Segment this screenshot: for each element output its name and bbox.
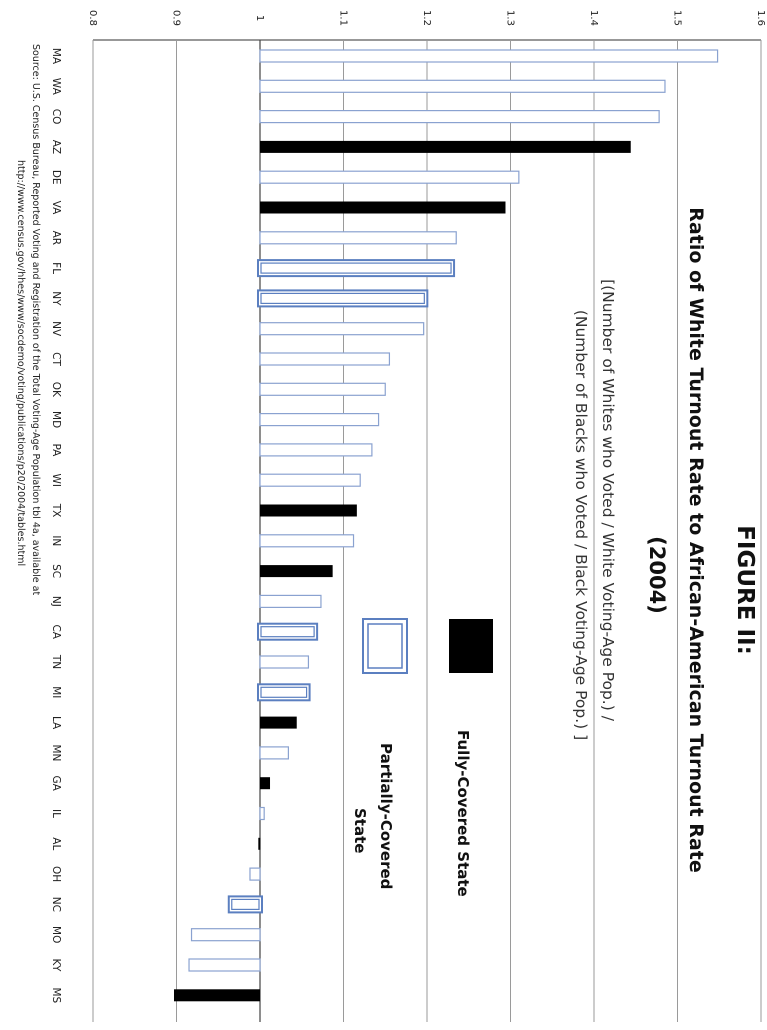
figure-label: FIGURE II:: [732, 525, 758, 655]
legend-label-full: Fully-Covered State: [454, 730, 472, 897]
category-label-az: AZ: [50, 140, 62, 154]
tick-label: 1.6: [755, 10, 766, 26]
bar-mo: [190, 928, 261, 942]
category-label-sc: SC: [50, 564, 62, 578]
bar-ky: [188, 958, 261, 972]
category-label-co: CO: [50, 109, 62, 125]
tick-label: 1.1: [338, 10, 349, 26]
category-label-wa: WA: [50, 78, 62, 96]
bar-va: [260, 201, 506, 214]
bar-il: [259, 806, 265, 821]
bar-wa: [259, 79, 666, 93]
chart-subtitle-line2: (Number of Blacks who Voted / Black Voti…: [572, 310, 590, 740]
bar-la: [260, 716, 297, 729]
bar-tn: [259, 655, 310, 669]
category-label-in: IN: [50, 535, 62, 546]
bar-mi: [257, 683, 311, 702]
bar-ca: [257, 622, 319, 641]
tick-label: 1.4: [588, 10, 599, 26]
category-label-ct: CT: [50, 352, 62, 366]
bar-sc: [260, 565, 333, 578]
bar-tx: [260, 504, 357, 517]
tick-label: 1.5: [672, 10, 683, 26]
bar-wi: [259, 473, 361, 487]
category-label-nv: NV: [50, 321, 62, 337]
category-label-ca: CA: [50, 624, 62, 639]
legend-swatch-partial-inner: [367, 623, 403, 669]
category-label-mi: MI: [50, 686, 62, 698]
category-label-md: MD: [50, 411, 62, 428]
tick-label: 0.9: [171, 10, 182, 26]
category-label-ar: AR: [50, 231, 62, 245]
category-label-ms: MS: [50, 987, 62, 1003]
category-labels: MA WA CO AZ DE VA AR FL NY NV CT OK MD PA WI TX IN SC NJ CA…: [50, 48, 62, 1004]
bar-ar: [259, 231, 457, 245]
legend-label-partial-line2: State: [351, 808, 369, 853]
category-label-va: VA: [50, 201, 62, 216]
value-axis-ticks: 0.8 0.9 1 1.1 1.2 1.3 1.4 1.5 1.6: [87, 10, 766, 26]
bar-ok: [259, 382, 386, 396]
category-label-mn: MN: [50, 744, 62, 761]
gridlines: [92, 39, 762, 1022]
bar-inner-mi: [260, 686, 308, 698]
legend-label-partial-line1: Partially-Covered: [377, 743, 395, 889]
category-label-ok: OK: [50, 382, 62, 398]
source-line1: Source: U.S. Census Bureau, Reported Vot…: [30, 44, 41, 595]
bar-inner-fl: [260, 262, 452, 274]
category-label-tx: TX: [50, 503, 62, 518]
bar-nv: [259, 322, 425, 336]
legend: Fully-Covered State Partially-Covered St…: [351, 618, 493, 897]
category-label-al: AL: [50, 837, 62, 850]
category-label-il: IL: [50, 809, 62, 818]
source-line2: http://www.census.gov/hhes/www/socdemo/v…: [15, 160, 26, 566]
category-label-la: LA: [50, 716, 62, 730]
bar-nj: [259, 594, 322, 609]
bars: [173, 49, 719, 1002]
chart-title: Ratio of White Turnout Rate to African-A…: [685, 207, 707, 872]
legend-swatch-full: [449, 619, 493, 673]
category-label-ky: KY: [50, 959, 62, 973]
category-label-nc: NC: [50, 897, 62, 912]
category-label-fl: FL: [50, 262, 62, 274]
bar-ma: [259, 49, 719, 63]
bar-al: [258, 837, 261, 850]
bar-inner-ca: [260, 626, 315, 638]
bar-md: [259, 413, 380, 427]
tick-label: 1.2: [421, 10, 432, 26]
bar-ga: [260, 777, 271, 790]
bar-de: [259, 170, 520, 184]
category-label-ny: NY: [50, 291, 62, 306]
category-label-wi: WI: [50, 473, 62, 486]
legend-swatch-partial: [362, 618, 408, 674]
category-label-ma: MA: [50, 48, 62, 65]
chart-title-year: (2004): [645, 536, 669, 614]
bar-oh: [249, 867, 261, 881]
bar-fl: [257, 259, 456, 278]
chart-subtitle-line1: [(Number of Whites who Voted / White Vot…: [599, 279, 617, 722]
bar-ms: [173, 989, 260, 1002]
tick-label: 0.8: [87, 10, 98, 26]
bar-ct: [259, 352, 391, 366]
bar-az: [260, 140, 631, 153]
bar-pa: [259, 443, 373, 457]
bar-co: [259, 109, 660, 124]
bar-inner-nc: [231, 898, 260, 911]
bar-ny: [257, 289, 429, 308]
category-label-pa: PA: [50, 443, 62, 457]
bar-inner-ny: [260, 292, 425, 304]
source-note: Source: U.S. Census Bureau, Reported Vot…: [15, 44, 41, 595]
bar-nc: [227, 895, 263, 914]
category-label-ga: GA: [50, 776, 62, 792]
tick-label: 1.3: [505, 10, 516, 26]
title-block: FIGURE II: Ratio of White Turnout Rate t…: [572, 207, 758, 872]
bar-in: [259, 534, 355, 548]
bar-mn: [259, 746, 289, 760]
tick-label: 1: [254, 15, 265, 21]
category-label-oh: OH: [50, 866, 62, 882]
category-label-nj: NJ: [50, 596, 62, 607]
category-label-mo: MO: [50, 926, 62, 943]
category-label-de: DE: [50, 170, 62, 185]
category-label-tn: TN: [50, 654, 62, 669]
